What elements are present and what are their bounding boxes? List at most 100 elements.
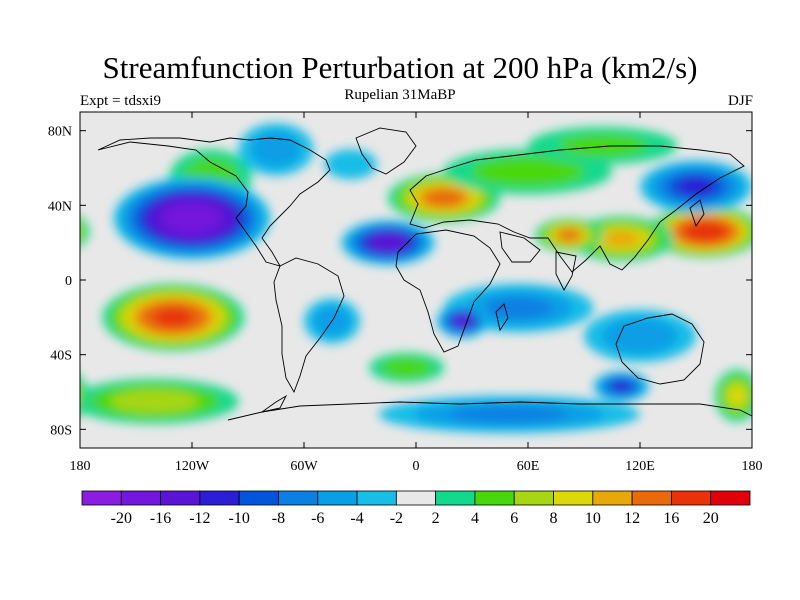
anomaly-north-pacific-high-npac-west bbox=[0, 214, 70, 248]
coastlines bbox=[97, 127, 752, 421]
colorbar-box bbox=[513, 490, 554, 506]
anomaly-africa-south-trough bbox=[454, 315, 471, 327]
anomaly-siberia-north-band bbox=[558, 134, 647, 157]
anomaly-north-pacific-high-npac-west bbox=[690, 224, 721, 239]
colorbar-box bbox=[120, 490, 161, 506]
colorbar-label: 10 bbox=[585, 510, 601, 527]
colorbar-box bbox=[81, 490, 122, 506]
colorbar-box bbox=[317, 490, 358, 506]
anomaly-southern-ocean-band-east bbox=[80, 376, 88, 416]
colorbar-label: -4 bbox=[350, 510, 363, 527]
colorbar-box bbox=[395, 490, 437, 506]
anomaly-tasman-trough bbox=[611, 381, 631, 392]
anomaly-antarctic-trough bbox=[450, 405, 569, 423]
colorbar-box bbox=[160, 490, 201, 506]
colorbar-label: -12 bbox=[189, 510, 210, 527]
anomaly-southern-ocean-band-east bbox=[80, 384, 83, 408]
anomaly-australia-trough bbox=[611, 322, 669, 350]
anomaly-south-atlantic-ridge bbox=[387, 360, 426, 376]
anomaly-southern-ocean-band-east bbox=[728, 385, 746, 406]
coast-south-america bbox=[273, 257, 345, 394]
colorbar-label: -16 bbox=[150, 510, 171, 527]
anomaly-southern-ocean-band-west bbox=[119, 392, 190, 411]
colorbar-box bbox=[435, 490, 476, 506]
colorbar-label: 6 bbox=[510, 510, 518, 527]
coast-antarctica bbox=[227, 401, 752, 421]
anomaly-hudson-trough bbox=[257, 136, 295, 163]
anomaly-southern-ocean-band-east bbox=[52, 380, 78, 411]
anomaly-siberia-trough bbox=[676, 177, 716, 196]
anomaly-europe-ridge bbox=[426, 190, 462, 206]
anomaly-north-pacific-high-npac-west bbox=[80, 221, 85, 242]
colorbar-label: 12 bbox=[624, 510, 640, 527]
lat-tick-label: 40S bbox=[50, 349, 72, 364]
chart-title: Streamfunction Perturbation at 200 hPa (… bbox=[102, 50, 698, 85]
coast-greenland bbox=[355, 127, 417, 175]
coast-north-america bbox=[97, 137, 331, 267]
anomaly-north-pacific-high-npac-west bbox=[18, 225, 48, 239]
anomaly-south-pacific-ridge bbox=[153, 307, 194, 327]
streamfunction-field bbox=[0, 123, 800, 434]
lon-tick-label: 60W bbox=[290, 459, 318, 474]
experiment-label: Expt = tdsxi9 bbox=[80, 93, 161, 109]
colorbar-box bbox=[199, 490, 240, 506]
anomaly-north-pacific-high-npac-west bbox=[0, 212, 75, 251]
coast-japan bbox=[689, 199, 705, 228]
lat-tick-label: 80S bbox=[50, 423, 72, 438]
anomaly-southern-ocean-band-west bbox=[762, 384, 800, 418]
colorbar-label: 2 bbox=[432, 510, 440, 527]
lon-tick-label: 60E bbox=[517, 459, 540, 474]
colorbar-box bbox=[592, 490, 633, 506]
lon-tick-label: 120E bbox=[625, 459, 655, 474]
anomaly-southern-ocean-band-west bbox=[792, 392, 800, 411]
anomaly-north-pacific-high-npac-west bbox=[0, 210, 80, 253]
anomaly-southern-ocean-band-east bbox=[56, 386, 73, 406]
anomaly-southern-ocean-band-east bbox=[56, 386, 73, 406]
colorbar-label: 8 bbox=[550, 510, 558, 527]
lat-tick-label: 40N bbox=[48, 199, 72, 214]
colorbar-box bbox=[356, 490, 397, 506]
anomaly-atlantic-trough-north bbox=[331, 153, 370, 176]
colorbar-box bbox=[671, 490, 712, 506]
coast-africa bbox=[395, 229, 501, 353]
season-label: DJF bbox=[727, 93, 753, 109]
colorbar: -20 -16 -12 -10 -8 -6 -4 -2 2 4 6 8 10 12 16 20 bbox=[81, 490, 751, 527]
colorbar-label: 4 bbox=[471, 510, 479, 527]
colorbar-box bbox=[278, 490, 319, 506]
map-axes: 80N 40N 0 40S 80S 180 120W 60W 0 60E 120E 180 bbox=[48, 112, 763, 474]
anomaly-north-pacific-high-npac-west bbox=[2, 217, 66, 247]
coast-arabia bbox=[499, 231, 541, 263]
colorbar-box bbox=[553, 490, 594, 506]
lon-tick-label: 180 bbox=[742, 459, 763, 474]
colorbar-label: 16 bbox=[663, 510, 679, 527]
coast-eurasia bbox=[409, 145, 745, 273]
colorbar-label: 20 bbox=[703, 510, 719, 527]
anomaly-arabian-ridge bbox=[558, 229, 580, 241]
anomaly-eurasia-north-band bbox=[485, 160, 571, 184]
anomaly-east-asia-ridge bbox=[603, 231, 640, 247]
coast-india bbox=[555, 251, 577, 291]
lon-tick-label: 180 bbox=[70, 459, 91, 474]
colorbar-label: -2 bbox=[390, 510, 403, 527]
anomaly-north-pacific-high-npac-west bbox=[11, 221, 55, 242]
anomaly-indian-ocean-trough bbox=[484, 296, 553, 320]
colorbar-box bbox=[710, 490, 751, 506]
anomaly-north-pacific-high-npac-west bbox=[80, 217, 90, 246]
anomaly-west-pacific-trough bbox=[170, 207, 214, 230]
colorbar-box bbox=[474, 490, 515, 506]
coast-antarctic-peninsula bbox=[261, 394, 288, 413]
anomaly-southern-ocean-band-west bbox=[782, 389, 800, 413]
colorbar-box bbox=[631, 490, 672, 506]
colorbar-label: -10 bbox=[229, 510, 250, 527]
coast-madagascar bbox=[495, 303, 509, 332]
colorbar-label: -6 bbox=[311, 510, 324, 527]
period-label: Rupelian 31MaBP bbox=[344, 87, 456, 103]
colorbar-label: -20 bbox=[111, 510, 132, 527]
colorbar-label: -8 bbox=[272, 510, 285, 527]
coast-australia bbox=[615, 313, 705, 385]
anomaly-north-atlantic-trough bbox=[374, 236, 402, 250]
lat-tick-label: 80N bbox=[48, 125, 72, 140]
lat-tick-label: 0 bbox=[65, 274, 72, 289]
lon-tick-label: 0 bbox=[413, 459, 420, 474]
